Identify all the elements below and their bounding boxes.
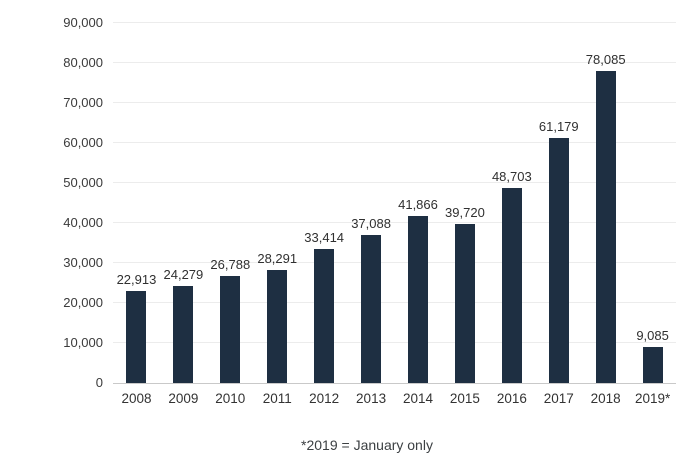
bar-value-label: 9,085 [636, 327, 669, 343]
bar-2009 [173, 285, 194, 383]
gridline [113, 342, 676, 343]
bar-slot: 41,866 [395, 196, 442, 383]
bar-value-label: 37,088 [351, 215, 391, 231]
bar-slot: 28,291 [254, 251, 301, 383]
gridline [113, 222, 676, 223]
plot-area: 22,913 24,279 26,788 28,291 33,414 37,088 41,8… [113, 22, 676, 384]
bar-value-label: 28,291 [257, 250, 298, 266]
bar-slot: 78,085 [582, 52, 629, 383]
y-tick-label: 10,000 [63, 335, 103, 350]
gridline [113, 22, 676, 23]
bar-2012 [314, 249, 335, 383]
x-tick-label: 2017 [543, 391, 574, 406]
gridline [113, 62, 676, 63]
x-tick-label: 2010 [215, 391, 246, 406]
x-tick-label: 2019* [634, 391, 671, 406]
bars-container: 22,913 24,279 26,788 28,291 33,414 37,088 41,8… [113, 23, 676, 383]
bar-value-label: 22,913 [116, 272, 157, 288]
bar-value-label: 24,279 [163, 266, 204, 282]
bar-slot: 26,788 [207, 257, 254, 383]
bar-slot: 39,720 [441, 205, 488, 383]
bar-2018 [595, 70, 616, 383]
bar-2011 [267, 269, 288, 383]
bar-2013 [361, 234, 382, 383]
bar-2010 [220, 275, 241, 383]
bar-slot: 22,913 [113, 272, 160, 383]
gridline [113, 262, 676, 263]
bar-slot: 37,088 [348, 216, 395, 383]
bar-2016 [501, 188, 522, 383]
y-tick-label: 80,000 [63, 55, 103, 70]
bar-2019 [642, 346, 663, 383]
gridline [113, 302, 676, 303]
bar-2014 [407, 215, 428, 383]
x-tick-label: 2012 [309, 391, 340, 406]
x-tick-label: 2011 [262, 391, 292, 406]
x-tick-label: 2016 [496, 391, 527, 406]
bar-slot: 24,279 [160, 267, 207, 383]
x-axis: 2008 2009 2010 2011 2012 2013 2014 2015 2016 2017… [113, 391, 676, 406]
bar-value-label: 48,703 [491, 169, 532, 185]
y-tick-label: 50,000 [63, 175, 103, 190]
x-tick-label: 2008 [121, 391, 152, 406]
y-tick-label: 30,000 [63, 255, 103, 270]
y-tick-label: 0 [95, 375, 103, 390]
bar-slot: 9,085 [629, 328, 676, 383]
bar-value-label: 61,179 [538, 119, 579, 135]
y-tick-label: 20,000 [63, 295, 103, 310]
bar-2008 [126, 291, 147, 383]
bar-value-label: 41,866 [398, 196, 438, 212]
gridline [113, 102, 676, 103]
x-tick-label: 2014 [402, 391, 434, 406]
bar-value-label: 26,788 [210, 256, 251, 272]
gridline [113, 142, 676, 143]
y-tick-label: 70,000 [63, 95, 103, 110]
y-tick-label: 90,000 [63, 15, 103, 30]
x-tick-label: 2018 [590, 391, 621, 406]
x-tick-label: 2013 [356, 391, 387, 406]
bar-2015 [454, 224, 475, 383]
x-tick-label: 2015 [449, 391, 480, 406]
bar-value-label: 78,085 [585, 51, 626, 67]
bar-value-label: 39,720 [445, 205, 485, 221]
x-tick-label: 2009 [168, 391, 199, 406]
bar-slot: 33,414 [301, 230, 348, 383]
gridline [113, 182, 676, 183]
bar-2017 [548, 138, 569, 383]
bar-value-label: 33,414 [304, 230, 345, 246]
y-tick-label: 40,000 [63, 215, 103, 230]
bar-slot: 61,179 [535, 119, 582, 383]
chart-footnote: *2019 = January only [301, 437, 433, 453]
bar-slot: 48,703 [488, 169, 535, 383]
y-tick-label: 60,000 [63, 135, 103, 150]
